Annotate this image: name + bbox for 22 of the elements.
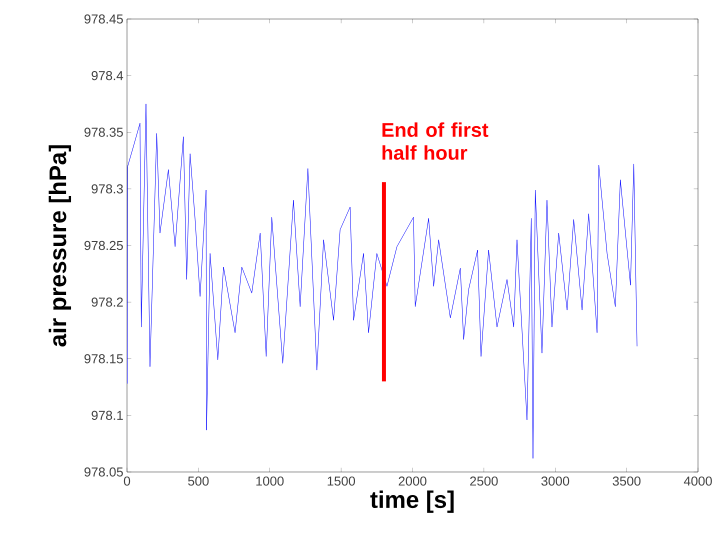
x-tick-label: 1000 (256, 476, 284, 486)
y-tick-label: 978.3 (92, 184, 123, 194)
x-tick-label: 0 (124, 476, 130, 486)
x-tick-label: 1500 (328, 476, 356, 486)
annotation: End of first half hour (382, 122, 488, 160)
line-series (127, 104, 638, 459)
x-tick-label: 2500 (470, 476, 498, 486)
x-tick-label: 3500 (612, 476, 641, 486)
x-tick-label: 4000 (684, 476, 712, 486)
x-tick-label: 500 (188, 476, 209, 486)
y-tick-label: 978.4 (92, 71, 124, 80)
y-tick-label: 978.05 (84, 467, 123, 477)
x-tick-label: 3000 (541, 476, 570, 486)
y-tick-label: 978.45 (84, 14, 123, 24)
x-tick-label: 2000 (398, 476, 426, 486)
y-axis-title: air pressure [hPa] (48, 145, 72, 346)
y-tick-label: 978.1 (92, 410, 123, 420)
y-tick-label: 978.2 (92, 298, 123, 307)
y-tick-label: 978.35 (84, 128, 123, 137)
y-tick-label: 978.25 (84, 240, 123, 250)
y-tick-label: 978.15 (84, 354, 123, 364)
x-axis-title: time [s] (370, 490, 454, 513)
